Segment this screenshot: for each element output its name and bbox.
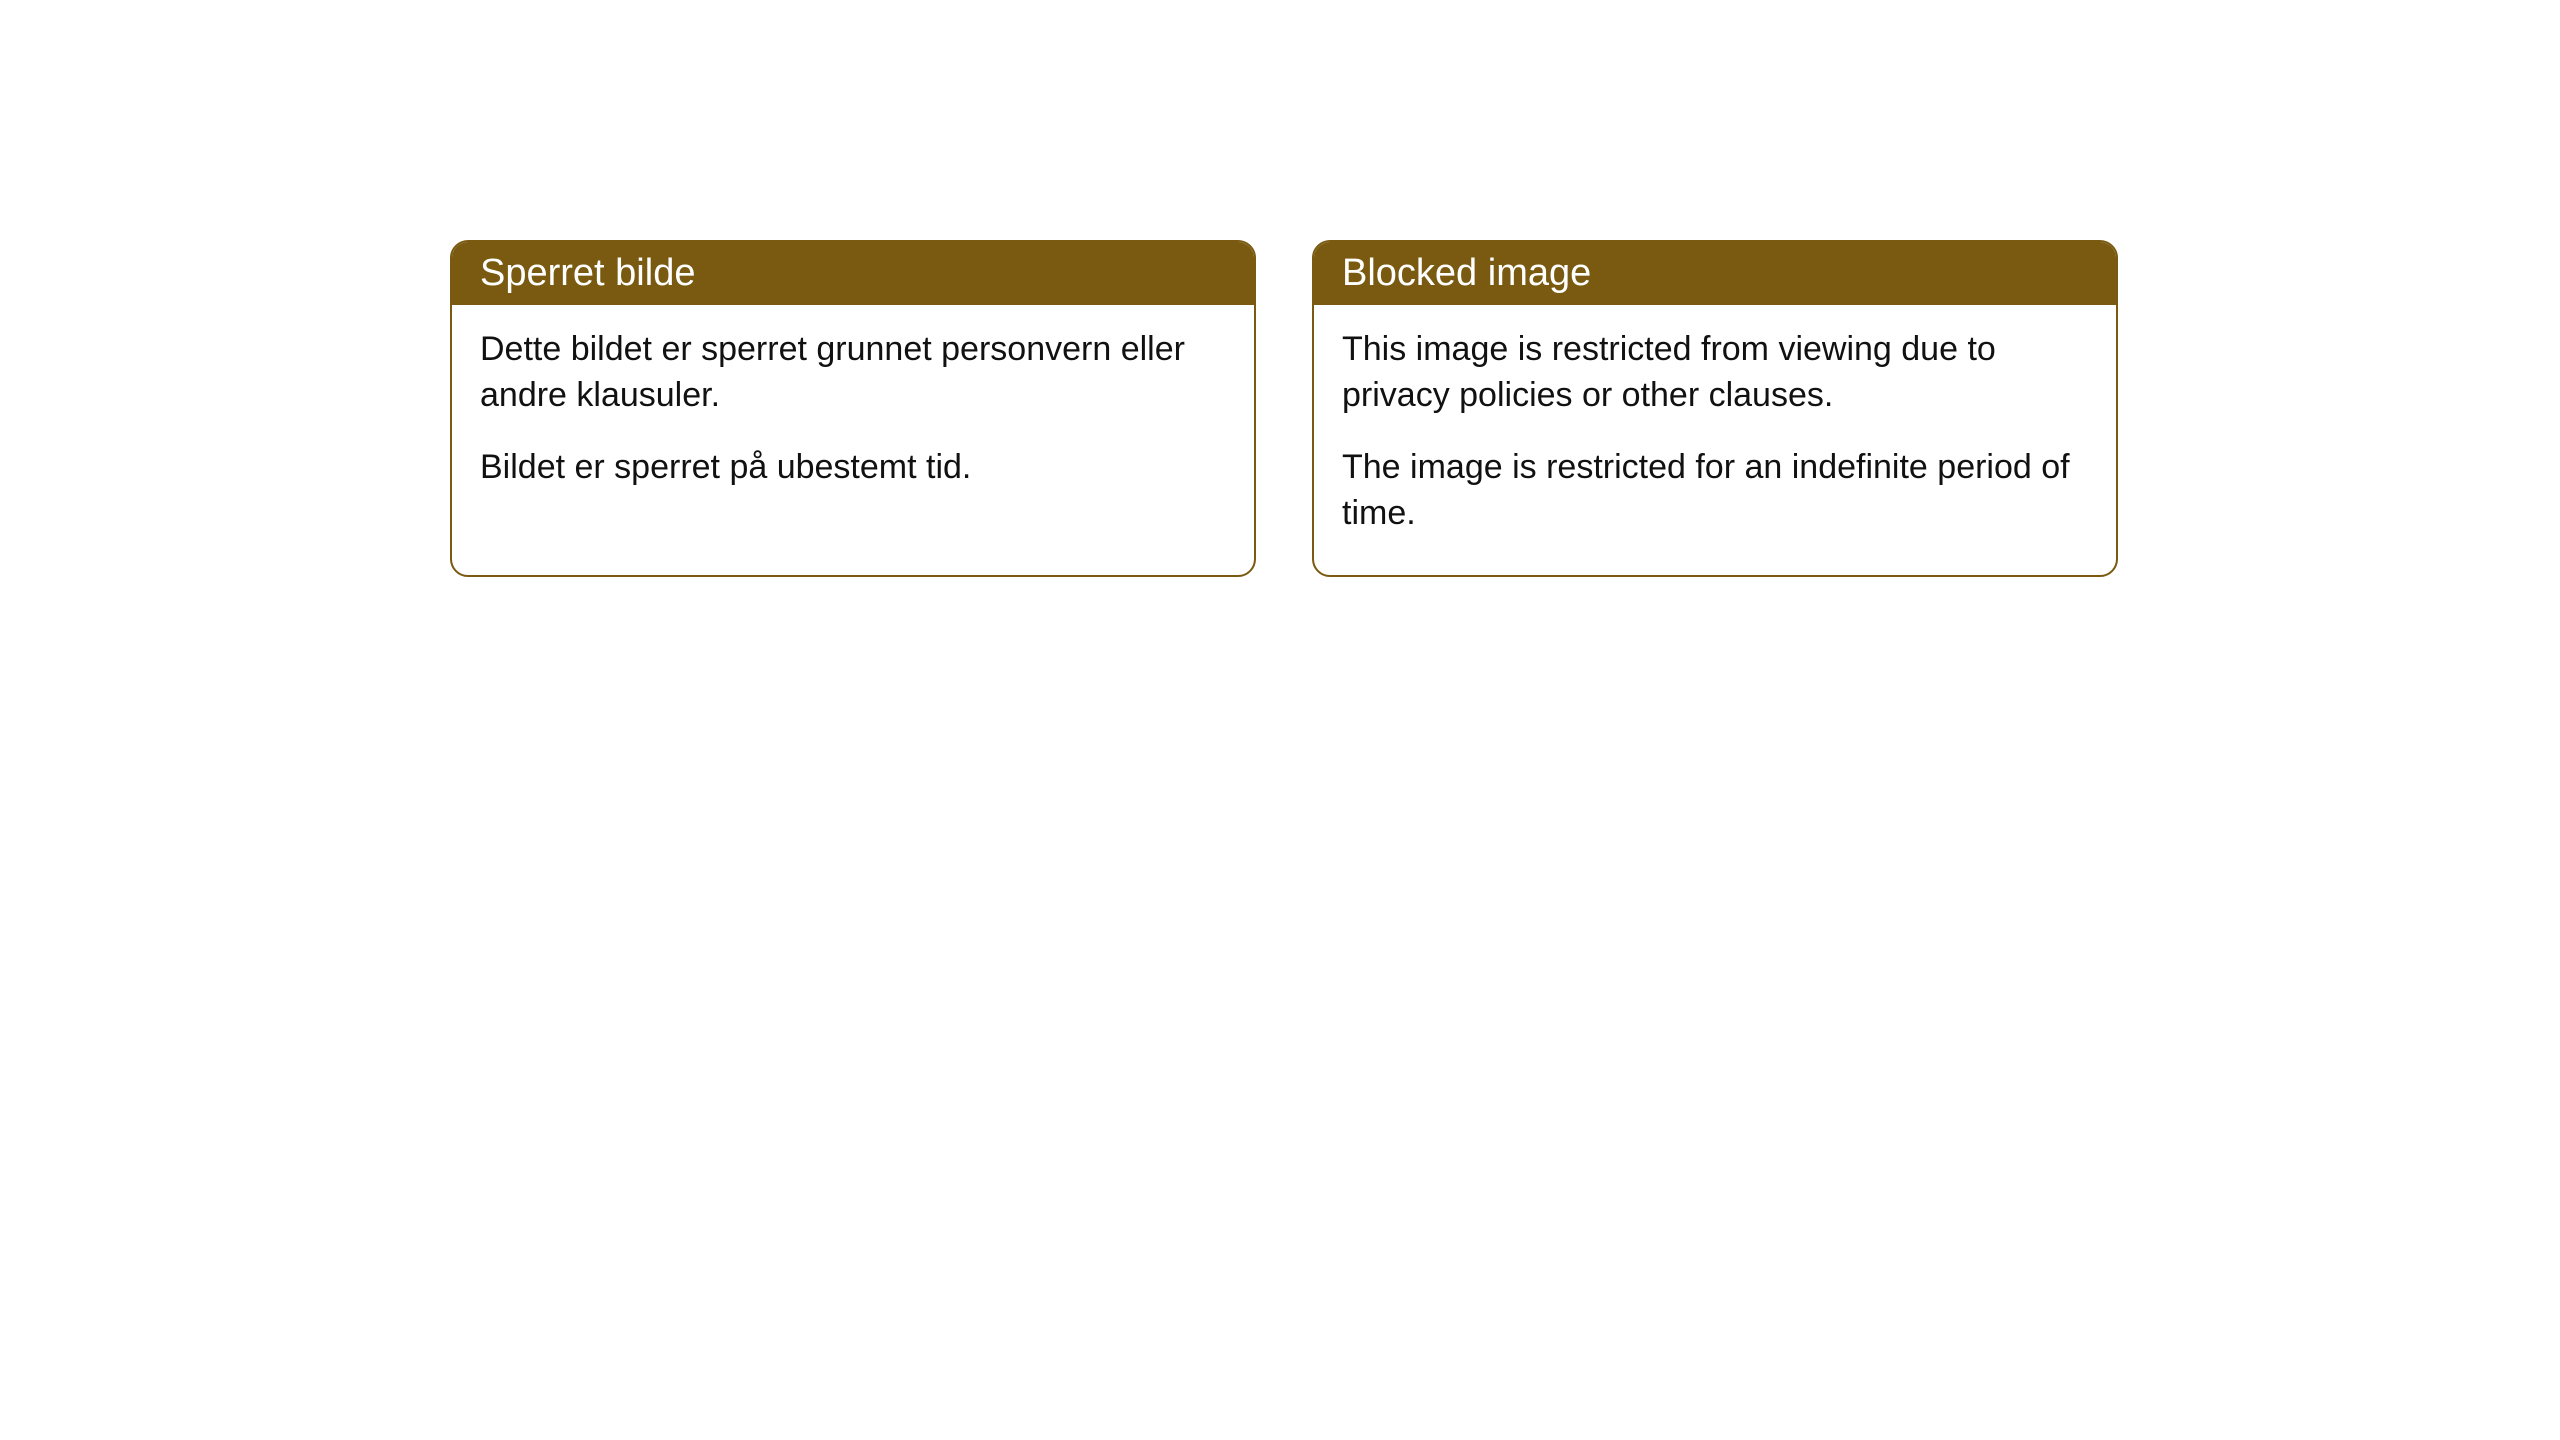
card-title: Sperret bilde [480, 252, 695, 294]
card-body: This image is restricted from viewing du… [1314, 305, 2116, 575]
card-body: Dette bildet er sperret grunnet personve… [452, 305, 1254, 529]
card-paragraph: The image is restricted for an indefinit… [1342, 445, 2088, 537]
notice-cards-container: Sperret bilde Dette bildet er sperret gr… [450, 240, 2118, 577]
card-header: Blocked image [1314, 242, 2116, 305]
card-paragraph: Dette bildet er sperret grunnet personve… [480, 327, 1226, 419]
card-paragraph: Bildet er sperret på ubestemt tid. [480, 445, 1226, 491]
card-paragraph: This image is restricted from viewing du… [1342, 327, 2088, 419]
notice-card-english: Blocked image This image is restricted f… [1312, 240, 2118, 577]
card-header: Sperret bilde [452, 242, 1254, 305]
notice-card-norwegian: Sperret bilde Dette bildet er sperret gr… [450, 240, 1256, 577]
card-title: Blocked image [1342, 252, 1591, 294]
